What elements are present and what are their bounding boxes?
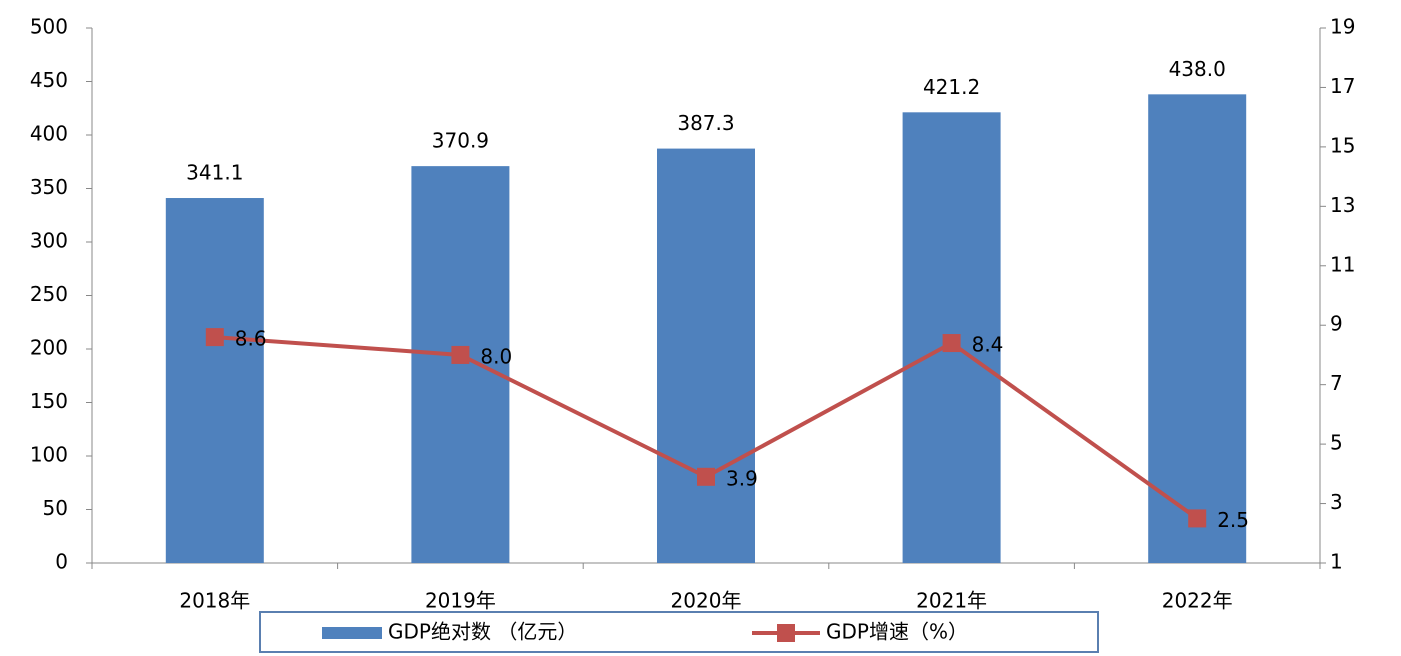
data-label: 370.9 xyxy=(432,129,489,153)
line-marker xyxy=(697,467,715,486)
legend-label: GDP增速（%） xyxy=(826,620,968,644)
y-tick-label: 100 xyxy=(30,443,68,467)
y2-tick-label: 11 xyxy=(1330,252,1355,276)
legend-swatch xyxy=(322,627,382,639)
data-label: 421.2 xyxy=(923,75,980,99)
y-tick-label: 200 xyxy=(30,336,68,360)
x-tick-label: 2022年 xyxy=(1162,589,1233,613)
y2-tick-label: 1 xyxy=(1330,550,1343,574)
y-tick-label: 0 xyxy=(55,550,68,574)
y-tick-label: 300 xyxy=(30,229,68,253)
legend-label: GDP绝对数 （亿元） xyxy=(388,620,577,644)
x-tick-label: 2018年 xyxy=(179,589,250,613)
y2-tick-label: 13 xyxy=(1330,193,1355,217)
x-tick-label: 2021年 xyxy=(916,589,987,613)
y-tick-label: 500 xyxy=(30,15,68,39)
bar xyxy=(1148,94,1247,563)
data-label: 8.4 xyxy=(972,333,1004,357)
line-marker xyxy=(451,345,470,364)
y2-tick-label: 5 xyxy=(1330,431,1343,455)
y2-tick-label: 9 xyxy=(1330,312,1343,336)
bar xyxy=(657,148,755,564)
y2-tick-label: 15 xyxy=(1330,133,1355,157)
y2-tick-label: 7 xyxy=(1330,371,1343,395)
bar xyxy=(411,166,510,563)
data-label: 387.3 xyxy=(677,111,734,135)
y-tick-label: 400 xyxy=(30,122,68,146)
data-label: 8.0 xyxy=(480,344,512,368)
line-marker xyxy=(205,328,224,347)
legend-marker xyxy=(777,624,795,642)
y2-tick-label: 17 xyxy=(1330,74,1355,98)
y2-tick-label: 3 xyxy=(1330,490,1343,514)
y-tick-label: 250 xyxy=(30,282,68,306)
line-marker xyxy=(1188,509,1207,528)
y-tick-label: 450 xyxy=(30,68,68,92)
data-label: 3.9 xyxy=(726,466,758,490)
line-marker xyxy=(942,334,961,353)
y2-tick-label: 19 xyxy=(1330,15,1355,39)
data-label: 2.5 xyxy=(1217,508,1249,532)
y-tick-label: 150 xyxy=(30,389,68,413)
data-label: 438.0 xyxy=(1169,57,1226,81)
y-tick-label: 50 xyxy=(43,496,68,520)
bar xyxy=(165,198,264,563)
data-label: 341.1 xyxy=(186,161,243,185)
y-tick-label: 350 xyxy=(30,175,68,199)
x-tick-label: 2019年 xyxy=(425,589,496,613)
x-tick-label: 2020年 xyxy=(671,589,742,613)
legend-box xyxy=(259,611,1099,653)
data-label: 8.6 xyxy=(235,327,267,351)
